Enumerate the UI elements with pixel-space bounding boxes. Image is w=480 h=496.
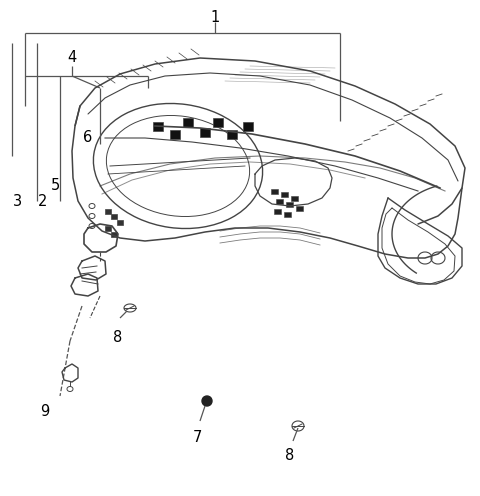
Bar (183, 118, 193, 127)
Bar (170, 130, 180, 139)
Text: 5: 5 (50, 179, 60, 193)
Text: 3: 3 (13, 193, 23, 208)
Bar (105, 209, 111, 214)
Circle shape (202, 396, 212, 406)
Text: 4: 4 (67, 51, 77, 65)
Text: 8: 8 (286, 448, 295, 463)
Bar (111, 232, 117, 237)
Bar (284, 212, 291, 217)
Bar (111, 214, 117, 219)
Text: 7: 7 (192, 431, 202, 445)
Text: 8: 8 (113, 330, 122, 346)
Bar (274, 209, 281, 214)
Bar (286, 202, 293, 207)
Text: 1: 1 (210, 10, 220, 25)
Bar (153, 122, 163, 131)
Bar (291, 196, 298, 201)
Bar (243, 122, 253, 131)
Text: 2: 2 (38, 193, 48, 208)
Bar (213, 118, 223, 127)
Text: 6: 6 (84, 130, 93, 145)
Bar (227, 130, 237, 139)
Bar (281, 192, 288, 197)
Bar (271, 189, 278, 194)
Bar (105, 226, 111, 231)
Bar (200, 128, 210, 137)
Text: 9: 9 (40, 404, 49, 419)
Bar (117, 220, 123, 225)
Bar (276, 199, 283, 204)
Bar (296, 206, 303, 211)
